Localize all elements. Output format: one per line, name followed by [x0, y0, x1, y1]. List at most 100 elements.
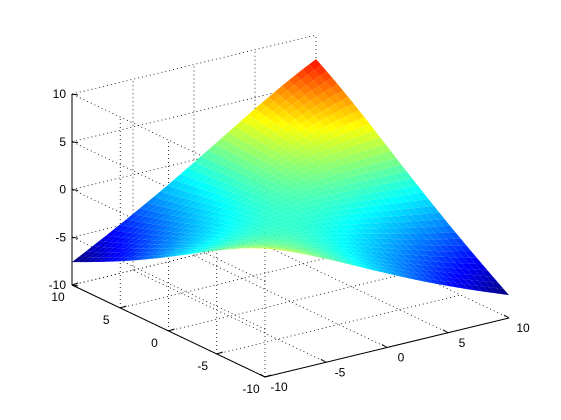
surface-facet — [255, 169, 268, 177]
surface-facet — [421, 233, 434, 240]
surface-facet — [385, 182, 398, 191]
surface-facet — [260, 237, 273, 240]
surface-facet — [143, 235, 156, 240]
surface-facet — [293, 251, 306, 255]
surface-facet — [342, 245, 355, 250]
surface-facet — [226, 244, 239, 247]
surface-facet — [257, 161, 270, 170]
surface-facet — [386, 238, 399, 245]
surface-facet — [258, 239, 271, 242]
surface-facet — [303, 251, 316, 255]
surface-facet — [206, 152, 219, 162]
surface-facet — [184, 241, 198, 245]
surface-facet — [188, 244, 201, 248]
surface-facet — [273, 95, 287, 106]
surface-facet — [363, 223, 376, 229]
surface-facet — [235, 208, 248, 214]
surface-facet — [467, 269, 480, 276]
surface-facet — [319, 117, 332, 127]
surface-facet — [173, 174, 186, 182]
surface-facet — [380, 176, 393, 184]
surface-facet — [197, 166, 211, 175]
surface-facet — [272, 247, 285, 249]
surface-facet — [341, 140, 354, 150]
surface-facet — [431, 219, 444, 227]
surface-facet — [350, 258, 363, 263]
surface-facet — [103, 242, 116, 248]
surface-facet — [368, 266, 381, 272]
surface-facet — [343, 224, 356, 230]
surface-facet — [254, 176, 267, 183]
surface-facet — [222, 229, 235, 234]
surface-facet — [298, 220, 311, 225]
surface-facet — [258, 154, 271, 162]
surface-facet — [275, 231, 288, 235]
surface-facet — [273, 245, 286, 248]
surface-facet — [358, 187, 371, 195]
surface-facet — [292, 90, 305, 101]
surface-facet — [253, 112, 266, 122]
surface-facet — [238, 243, 251, 246]
surface-facet — [375, 198, 388, 206]
surface-facet — [212, 147, 226, 156]
surface-facet — [398, 180, 412, 188]
grid-line — [132, 269, 327, 363]
surface-facet — [358, 150, 371, 159]
surface-facet — [375, 251, 388, 257]
surface-facet — [247, 226, 260, 231]
surface-facet — [317, 92, 330, 103]
surface-facet — [192, 195, 205, 202]
surface-facet — [305, 247, 319, 252]
surface-facet — [291, 141, 304, 150]
surface-facet — [304, 237, 317, 241]
surface-facet — [388, 252, 401, 259]
surface-facet — [207, 238, 220, 242]
surface-facet — [116, 231, 129, 238]
surface-facet — [379, 210, 392, 218]
surface-facet — [204, 244, 218, 248]
surface-facet — [243, 220, 256, 225]
y-tick-label: 0 — [151, 336, 158, 350]
surface-facet — [179, 176, 192, 184]
surface-facet — [292, 247, 305, 250]
surface-facet — [127, 233, 140, 239]
surface-facet — [128, 227, 141, 234]
surface-facet — [158, 240, 171, 245]
surface-facet — [258, 185, 271, 192]
surface-facet — [319, 190, 332, 197]
surface-facet — [314, 207, 327, 214]
surface-facet — [363, 193, 376, 201]
surface-facet — [231, 200, 244, 207]
surface-facet — [313, 255, 326, 259]
surface-facet — [309, 174, 322, 182]
surface-facet — [339, 251, 352, 256]
surface-facet — [162, 244, 175, 249]
surface-facet — [407, 259, 420, 265]
surface-facet — [341, 96, 354, 107]
surface-facet — [398, 266, 411, 272]
surface-facet — [355, 201, 368, 208]
surface-facet — [274, 164, 287, 172]
surface-facet — [360, 206, 373, 213]
surface-facet — [259, 205, 272, 211]
surface-facet — [261, 172, 274, 180]
surface-facet — [313, 75, 326, 87]
surface-facet — [338, 157, 351, 166]
surface-facet — [326, 211, 340, 217]
surface-facet — [265, 247, 278, 249]
surface-facet — [325, 123, 338, 132]
surface-facet — [285, 200, 298, 206]
surface-facet — [386, 174, 399, 183]
x-tick — [320, 358, 327, 363]
surface-facet — [258, 210, 271, 216]
surface-facet — [409, 254, 422, 261]
surface-facet — [273, 234, 286, 238]
surface-facet — [365, 148, 378, 158]
surface-facet — [366, 254, 380, 260]
surface-facet — [238, 248, 251, 249]
surface-facet — [72, 256, 85, 263]
surface-facet — [282, 185, 295, 192]
surface-facet — [195, 241, 208, 245]
surface-facet — [251, 189, 264, 196]
surface-facet — [115, 237, 128, 244]
